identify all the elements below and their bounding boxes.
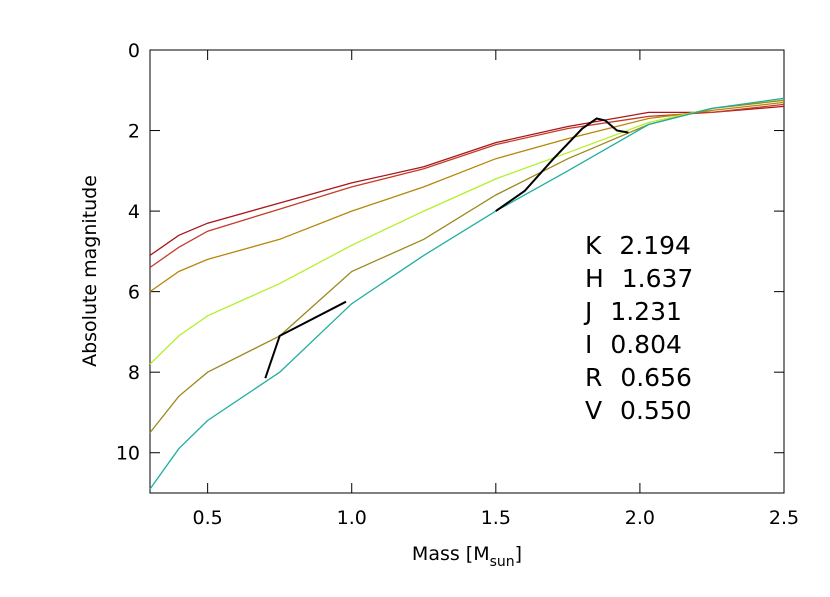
- y-tick-label: 4: [128, 201, 140, 223]
- legend-entry: H 1.637: [585, 264, 693, 293]
- y-tick-label: 2: [128, 121, 140, 143]
- series-line: [495, 117, 629, 212]
- legend-entry: J 1.231: [583, 297, 682, 326]
- x-label-main: Mass [M: [412, 543, 490, 565]
- series-line: [264, 300, 347, 379]
- y-tick-label: 10: [116, 443, 140, 465]
- y-tick-label: 0: [128, 40, 140, 62]
- plot-frame: [149, 49, 785, 494]
- series-line: [149, 103, 785, 269]
- x-tick-label: 1.0: [337, 507, 367, 529]
- legend-entry: I 0.804: [585, 330, 682, 359]
- x-label-end: ]: [515, 543, 522, 565]
- legend-entry: R 0.656: [585, 363, 692, 392]
- y-axis-label: Absolute magnitude: [79, 175, 101, 367]
- y-tick-label: 6: [128, 282, 140, 304]
- x-tick-label: 1.5: [481, 507, 511, 529]
- x-tick-label: 0.5: [193, 507, 223, 529]
- x-tick-label: 2.0: [625, 507, 655, 529]
- series-line: [149, 105, 785, 256]
- series-line: [149, 101, 785, 293]
- x-label-sub: sun: [490, 554, 515, 570]
- series-line: [149, 99, 785, 365]
- series-line: [149, 97, 785, 490]
- legend-entry: K 2.194: [585, 231, 691, 260]
- legend-entry: V 0.550: [585, 396, 692, 425]
- x-axis-label: Mass [Msun]: [412, 543, 522, 570]
- x-tick-label: 2.5: [769, 507, 799, 529]
- y-tick-label: 8: [128, 362, 140, 384]
